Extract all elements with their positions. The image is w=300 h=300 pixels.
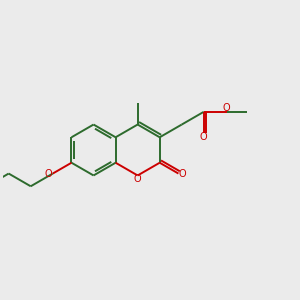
Text: O: O: [45, 169, 52, 178]
Text: O: O: [134, 174, 142, 184]
Text: O: O: [200, 132, 208, 142]
Text: O: O: [223, 103, 230, 113]
Text: O: O: [178, 169, 186, 178]
